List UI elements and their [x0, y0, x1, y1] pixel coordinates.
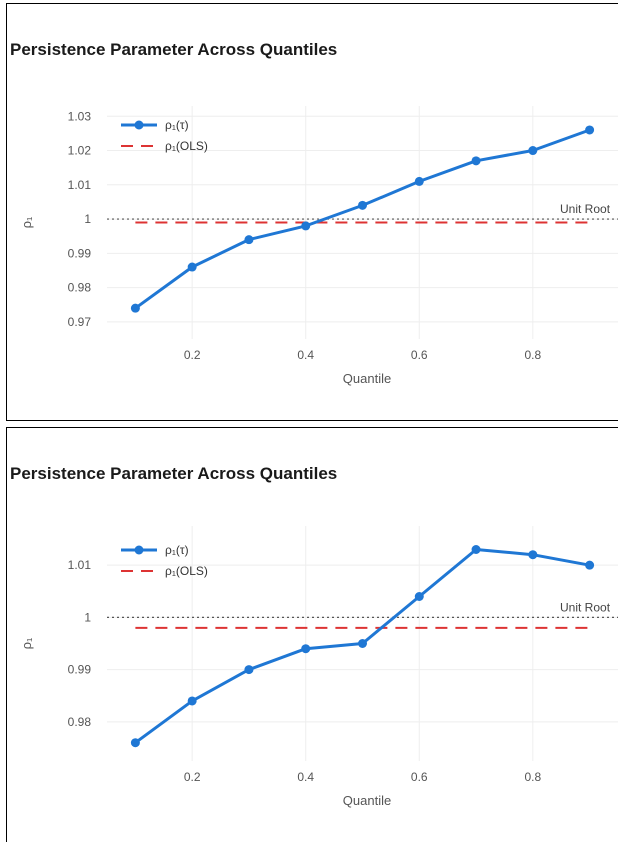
y-tick-label: 1.02	[68, 144, 92, 158]
legend-label-ols: ρ₁(OLS)	[165, 564, 208, 578]
unit-root-label: Unit Root	[560, 600, 611, 614]
quantile-data-point	[187, 696, 197, 706]
x-tick-label: 0.6	[411, 770, 428, 784]
chart-panel-1: Persistence Parameter Across Quantiles 0…	[6, 3, 618, 421]
x-axis-title: Quantile	[343, 793, 391, 808]
x-tick-label: 0.4	[297, 770, 314, 784]
quantile-data-point	[244, 235, 254, 245]
y-tick-label: 0.97	[68, 315, 92, 329]
y-tick-label: 1.03	[68, 109, 92, 123]
chart-title: Persistence Parameter Across Quantiles	[10, 40, 338, 59]
y-axis-title: ρ₁	[19, 637, 34, 649]
quantile-data-point	[358, 200, 367, 210]
unit-root-label: Unit Root	[560, 202, 611, 216]
x-tick-label: 0.8	[524, 348, 541, 362]
y-axis-title: ρ₁	[19, 216, 34, 228]
quantile-data-point	[528, 146, 538, 156]
quantile-data-point	[528, 550, 538, 560]
y-tick-label: 1	[84, 212, 91, 226]
x-tick-label: 0.2	[184, 770, 201, 784]
y-tick-label: 1.01	[68, 558, 92, 572]
quantile-data-point	[130, 303, 140, 313]
quantile-data-point	[471, 156, 481, 166]
y-tick-label: 0.98	[68, 715, 92, 729]
quantile-data-point	[471, 545, 481, 554]
legend: ρ₁(τ) ρ₁(OLS)	[121, 543, 208, 578]
legend: ρ₁(τ) ρ₁(OLS)	[121, 118, 208, 153]
y-tick-label: 0.99	[68, 246, 92, 260]
quantile-data-point	[585, 125, 595, 135]
quantile-data-point	[414, 176, 424, 186]
line-chart-2: 0.98 0.99 1 1.01 0.2 0.4 0.6 0.8 Quantile ρ₁ Unit …	[19, 526, 618, 808]
legend-label-quantile: ρ₁(τ)	[165, 543, 189, 557]
x-tick-label: 0.6	[411, 348, 428, 362]
x-tick-label: 0.8	[524, 770, 541, 784]
chart-title: Persistence Parameter Across Quantiles	[10, 464, 338, 483]
quantile-data-point	[244, 665, 254, 675]
quantile-data-point	[585, 560, 595, 570]
line-chart-1: 0.97 0.98 0.99 1 1.01 1.02 1.03 0.2 0.4 0.6 0.8 Qua…	[19, 106, 618, 386]
quantile-data-point	[301, 644, 311, 654]
quantile-data-point	[301, 221, 311, 231]
x-tick-label: 0.2	[184, 348, 201, 362]
legend-marker-quantile	[134, 120, 144, 130]
quantile-data-point	[187, 262, 197, 272]
x-axis-title: Quantile	[343, 371, 391, 386]
legend-label-quantile: ρ₁(τ)	[165, 118, 189, 132]
legend-label-ols: ρ₁(OLS)	[165, 139, 208, 153]
y-tick-label: 1	[84, 610, 91, 624]
y-tick-label: 1.01	[68, 178, 92, 192]
y-tick-label: 0.98	[68, 281, 92, 295]
legend-marker-quantile	[134, 545, 144, 555]
chart-panel-2: Persistence Parameter Across Quantiles 0…	[6, 427, 618, 842]
y-tick-label: 0.99	[68, 663, 92, 677]
quantile-data-point	[414, 592, 424, 601]
quantile-data-point	[358, 639, 367, 648]
x-tick-label: 0.4	[297, 348, 314, 362]
quantile-data-point	[130, 738, 140, 748]
